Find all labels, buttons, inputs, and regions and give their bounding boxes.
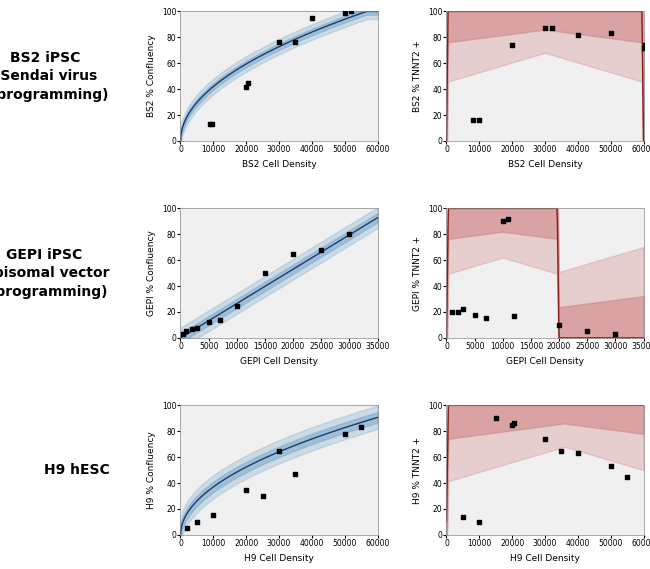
Point [605, 29, 616, 38]
X-axis label: H9 Cell Density: H9 Cell Density [244, 554, 314, 563]
Point [458, 305, 469, 314]
Point [207, 119, 217, 129]
Point [290, 469, 300, 479]
Text: H9 hESC: H9 hESC [44, 463, 110, 477]
Point [610, 329, 621, 339]
Point [582, 327, 592, 336]
Y-axis label: GEPI % TNNT2 +: GEPI % TNNT2 + [413, 236, 423, 311]
Point [452, 307, 463, 316]
Point [192, 517, 202, 526]
Y-axis label: BS2 % TNNT2 +: BS2 % TNNT2 + [413, 40, 423, 112]
Point [181, 327, 191, 336]
Y-axis label: BS2 % Confluency: BS2 % Confluency [148, 35, 156, 117]
Point [497, 217, 508, 226]
Y-axis label: GEPI % Confluency: GEPI % Confluency [148, 230, 156, 316]
Text: GEPI iPSC
(episomal vector
reprogramming): GEPI iPSC (episomal vector reprogramming… [0, 248, 110, 299]
Point [556, 446, 567, 455]
Point [481, 314, 491, 323]
Point [507, 40, 517, 50]
Point [187, 324, 197, 333]
X-axis label: BS2 Cell Density: BS2 Cell Density [508, 160, 582, 168]
Point [547, 24, 557, 33]
Point [622, 472, 632, 481]
Point [182, 524, 192, 533]
Point [346, 7, 356, 16]
Point [447, 307, 458, 316]
Point [339, 8, 350, 17]
Point [203, 318, 214, 327]
Point [290, 38, 300, 47]
Point [214, 315, 225, 324]
Point [192, 323, 203, 332]
X-axis label: GEPI Cell Density: GEPI Cell Density [240, 357, 318, 366]
Point [339, 429, 350, 438]
Point [469, 310, 480, 319]
Point [344, 230, 354, 239]
Point [554, 320, 564, 329]
Point [316, 245, 326, 254]
Y-axis label: H9 % Confluency: H9 % Confluency [148, 431, 156, 509]
Point [274, 38, 284, 47]
Point [178, 329, 188, 339]
Point [467, 116, 478, 125]
Point [573, 30, 583, 39]
Point [508, 419, 519, 428]
Point [288, 249, 298, 258]
X-axis label: GEPI Cell Density: GEPI Cell Density [506, 357, 584, 366]
Point [307, 13, 317, 22]
Point [356, 423, 367, 432]
Point [503, 214, 514, 223]
Point [605, 461, 616, 471]
Y-axis label: H9 % TNNT2 +: H9 % TNNT2 + [413, 436, 423, 504]
Point [458, 512, 468, 521]
Point [274, 446, 284, 455]
Point [507, 420, 517, 429]
Point [241, 485, 252, 494]
Point [509, 311, 519, 320]
Point [241, 82, 252, 91]
Point [260, 269, 270, 278]
Point [474, 116, 484, 125]
Point [573, 449, 583, 458]
Point [640, 40, 650, 50]
Point [540, 24, 550, 33]
Point [242, 78, 253, 87]
Point [231, 301, 242, 310]
Point [491, 414, 501, 423]
Point [474, 517, 484, 526]
X-axis label: BS2 Cell Density: BS2 Cell Density [242, 160, 317, 168]
X-axis label: H9 Cell Density: H9 Cell Density [510, 554, 580, 563]
Point [638, 43, 649, 52]
Point [257, 492, 268, 501]
Point [205, 119, 215, 129]
Text: BS2 iPSC
(Sendai virus
reprogramming): BS2 iPSC (Sendai virus reprogramming) [0, 51, 110, 102]
Point [208, 511, 218, 520]
Point [540, 434, 550, 443]
